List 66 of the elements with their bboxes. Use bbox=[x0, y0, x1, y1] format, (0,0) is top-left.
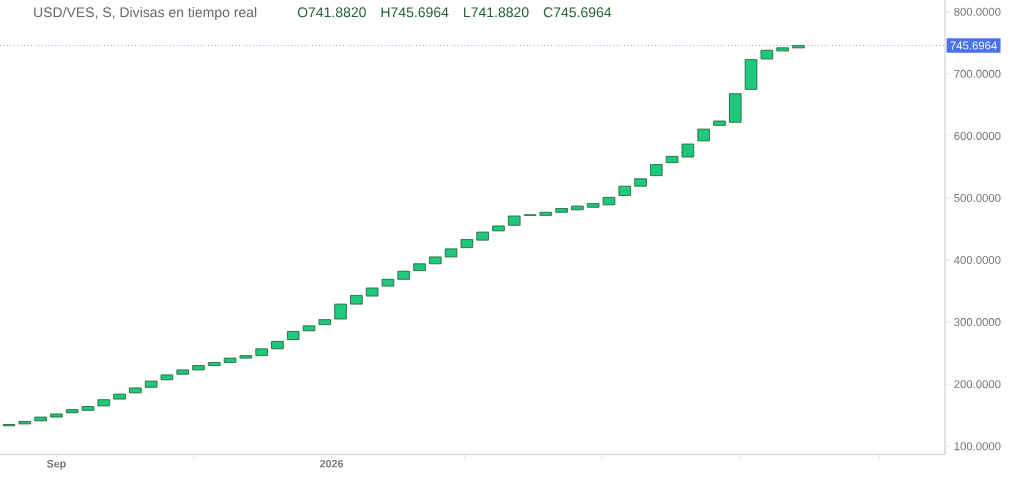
candlestick bbox=[271, 340, 284, 350]
candlestick bbox=[618, 185, 632, 196]
candlestick bbox=[539, 211, 553, 216]
y-tick-label: 800.0000 bbox=[954, 7, 1001, 16]
candlestick bbox=[81, 406, 95, 411]
y-tick-label: 600.0000 bbox=[954, 131, 1001, 140]
candlestick bbox=[334, 303, 347, 320]
candlestick bbox=[413, 263, 426, 271]
candlestick bbox=[507, 215, 521, 226]
candlestick bbox=[286, 331, 300, 340]
candlestick bbox=[586, 203, 600, 208]
candlestick bbox=[176, 369, 189, 375]
candlestick bbox=[208, 362, 221, 366]
candlestick bbox=[571, 205, 584, 211]
annotation: H745.6964 bbox=[381, 7, 449, 18]
candlestick bbox=[444, 248, 458, 258]
candlestick bbox=[255, 348, 268, 357]
candlestick bbox=[113, 393, 126, 400]
y-tick-label: 300.0000 bbox=[954, 318, 1001, 327]
candlestick bbox=[381, 278, 395, 287]
chart-title: USD/VES, S, Divisas en tiempo real bbox=[34, 6, 257, 21]
candlestick bbox=[492, 225, 505, 232]
candlestick bbox=[460, 239, 474, 249]
candlestick bbox=[50, 413, 63, 418]
candlestick bbox=[665, 156, 679, 164]
candlestick bbox=[776, 47, 789, 52]
candlestick bbox=[160, 374, 174, 381]
x-tick-label: 2026 bbox=[320, 459, 344, 468]
ref-line-label: 745.6964 bbox=[950, 41, 997, 50]
candlestick bbox=[365, 287, 379, 297]
candlestick bbox=[429, 256, 442, 265]
candlestick bbox=[760, 49, 774, 60]
y-tick-label: 500.0000 bbox=[954, 193, 1001, 202]
candlestick bbox=[713, 120, 726, 126]
annotation: C745.6964 bbox=[543, 7, 612, 18]
candlestick bbox=[555, 208, 568, 213]
candlestick bbox=[97, 399, 111, 407]
candlestick bbox=[634, 178, 647, 187]
candlestick bbox=[2, 424, 16, 427]
candlestick bbox=[792, 45, 805, 49]
candlestick bbox=[350, 295, 363, 305]
candlestick bbox=[697, 128, 710, 142]
x-tick-label: Sep bbox=[46, 459, 66, 470]
annotation: L741.8820 bbox=[464, 7, 529, 18]
candlestick bbox=[681, 143, 695, 158]
candlestick bbox=[397, 270, 410, 280]
candlestick bbox=[223, 357, 237, 363]
candlestick bbox=[144, 380, 158, 388]
candlestick bbox=[476, 231, 489, 241]
candlestick bbox=[744, 59, 758, 90]
candlestick bbox=[129, 387, 142, 394]
y-tick-label: 100.0000 bbox=[954, 442, 1001, 451]
candlestick bbox=[650, 164, 663, 177]
candlestick bbox=[728, 93, 742, 123]
y-tick-label: 700.0000 bbox=[954, 69, 1001, 78]
y-tick-label: 400.0000 bbox=[953, 256, 1001, 265]
candlestick bbox=[192, 365, 205, 371]
y-tick-label: 200.0000 bbox=[954, 380, 1001, 389]
candlestick bbox=[34, 416, 47, 422]
candlestick bbox=[318, 319, 332, 325]
candlestick bbox=[239, 355, 253, 359]
candlestick bbox=[602, 196, 616, 206]
candlestick bbox=[302, 325, 316, 332]
candlestick bbox=[18, 421, 32, 425]
annotation: O741.8820 bbox=[297, 7, 366, 18]
candlestick bbox=[65, 409, 79, 414]
